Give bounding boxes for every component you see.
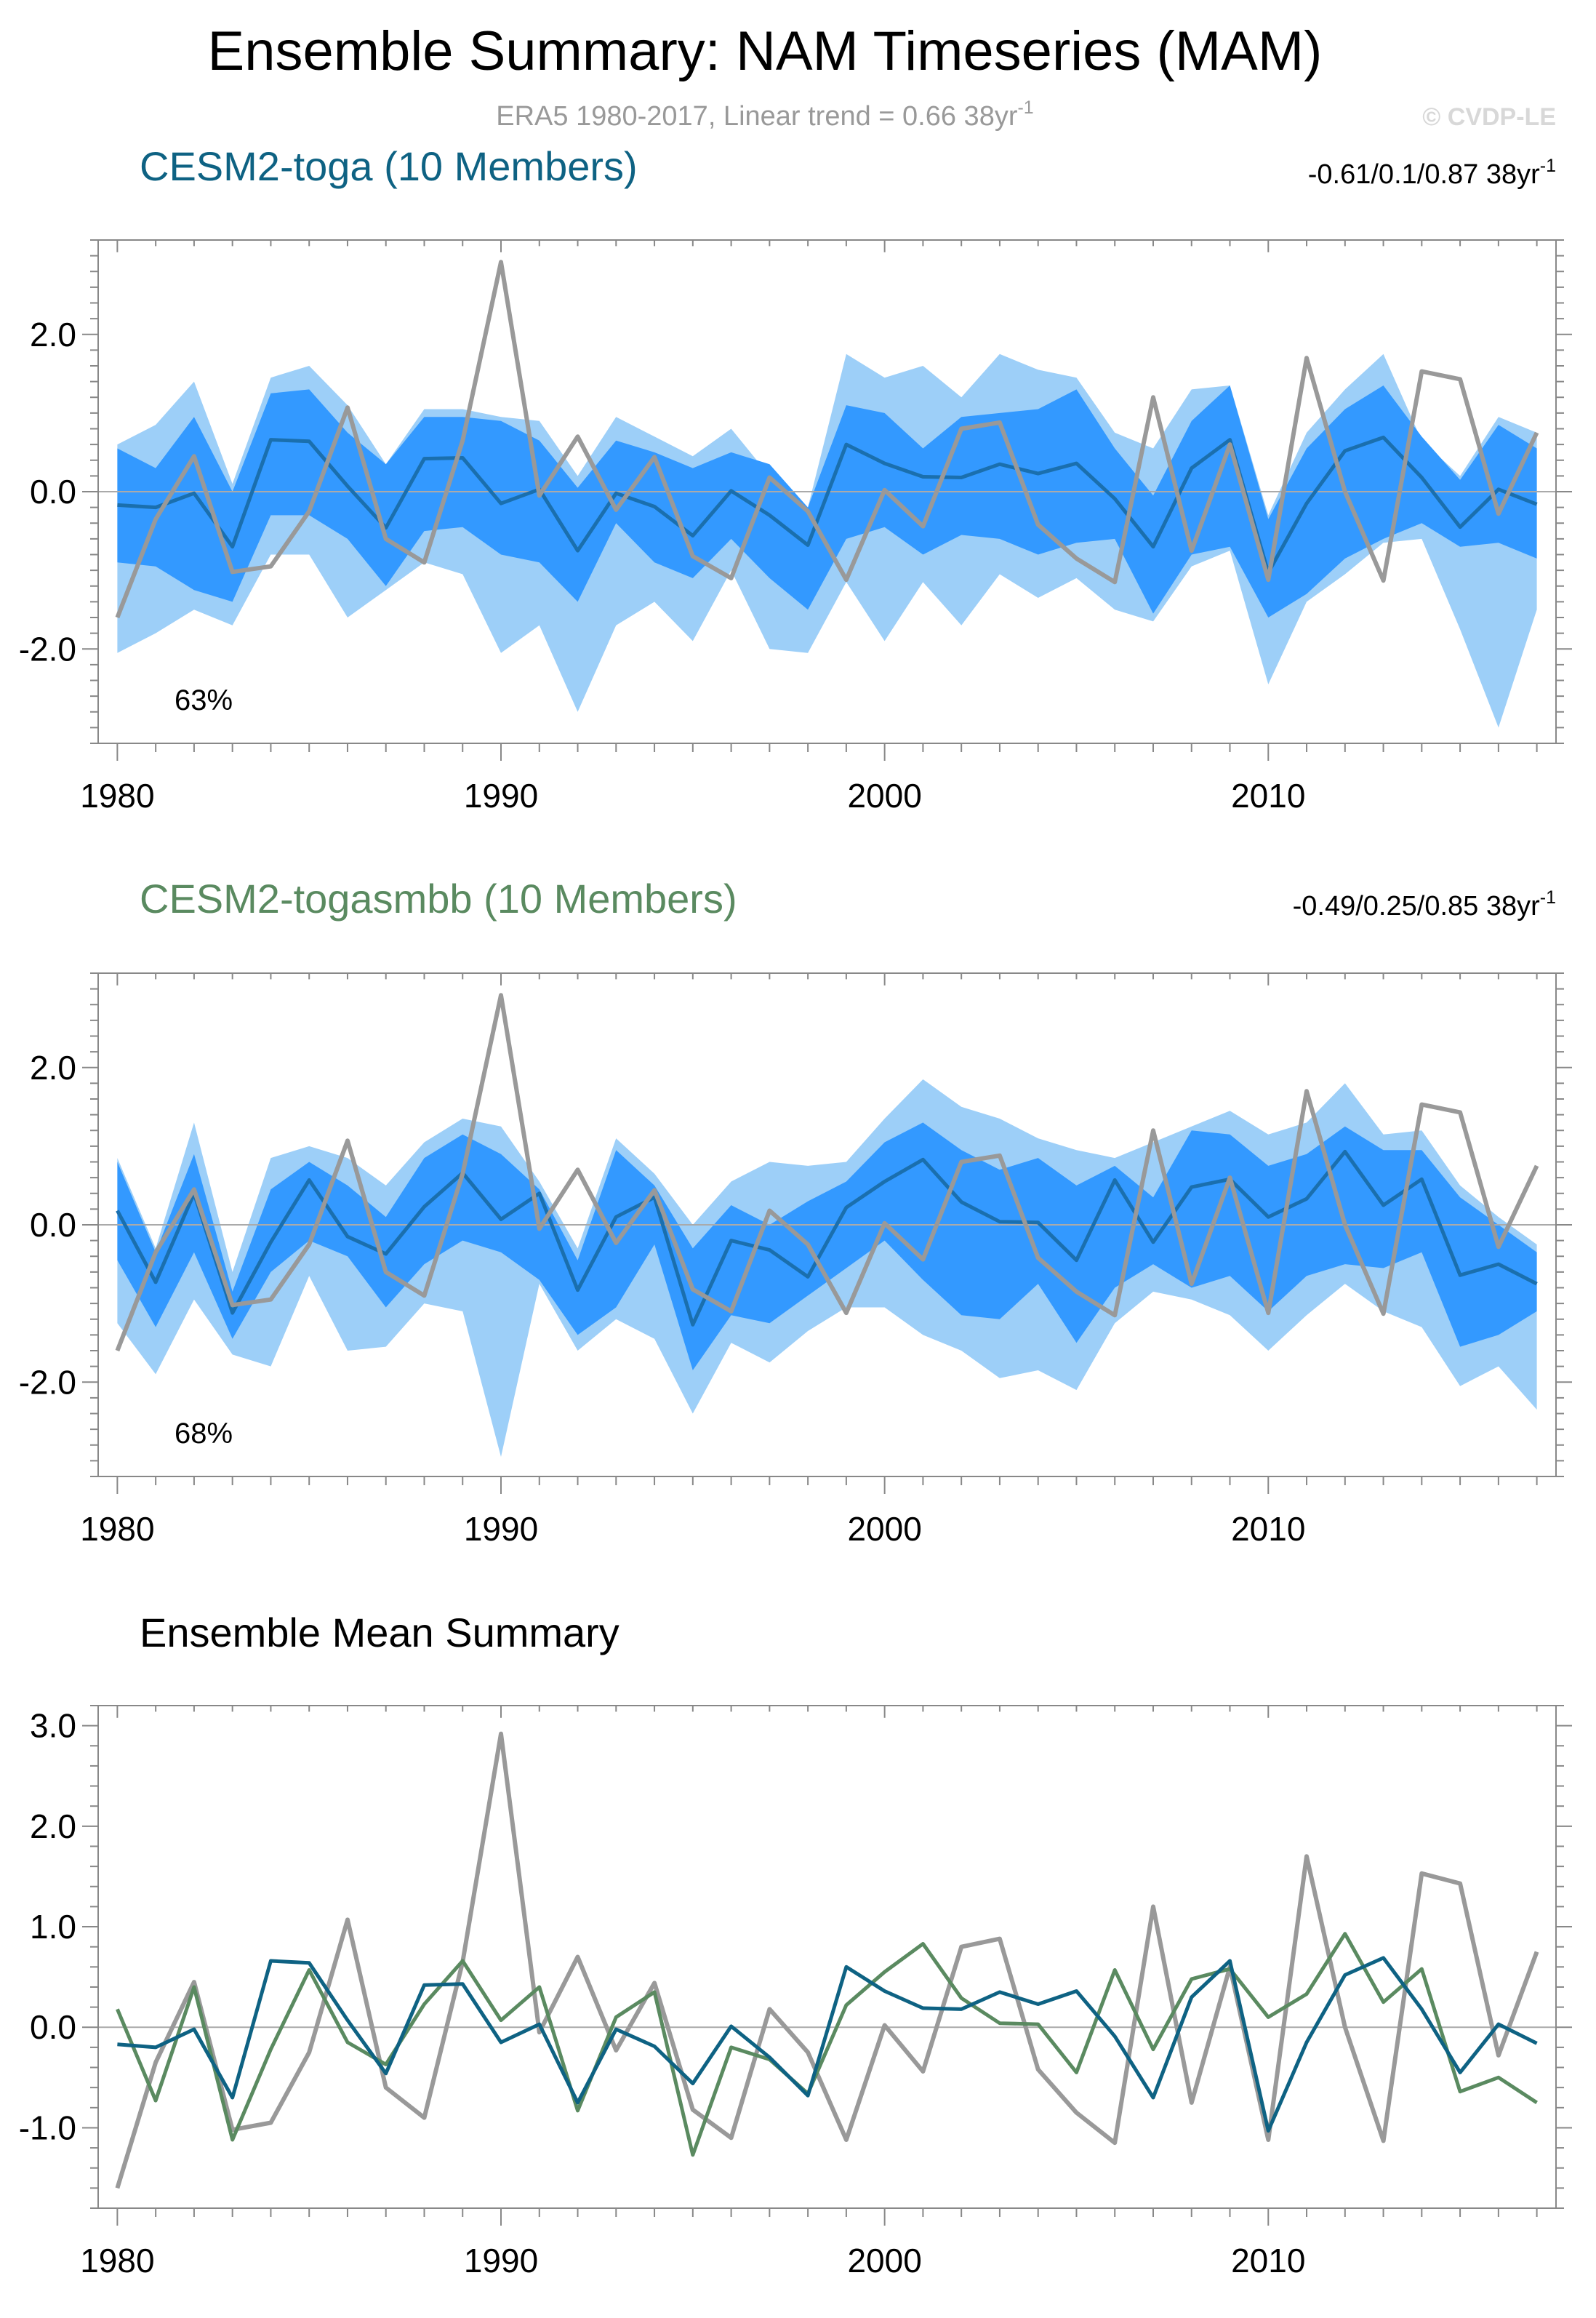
panel-toga-trend-text: -0.61/0.1/0.87 38yr bbox=[1308, 159, 1540, 190]
summary-y-tick-label: 0.0 bbox=[30, 2008, 76, 2046]
summary-y-tick-label: -1.0 bbox=[19, 2109, 76, 2146]
panel-summary-title: Ensemble Mean Summary bbox=[140, 1610, 619, 1655]
subtitle-text: ERA5 1980-2017, Linear trend = 0.66 38yr bbox=[496, 101, 1018, 132]
toga-plot-area bbox=[98, 260, 1556, 728]
watermark: © CVDP-LE bbox=[1422, 103, 1556, 131]
togasmbb-observed-line bbox=[115, 993, 1539, 1352]
toga-ensemble-mean-line bbox=[117, 435, 1538, 575]
toga-x-tick-label: 2010 bbox=[1231, 777, 1305, 815]
togasmbb-y-tick-label: 0.0 bbox=[30, 1206, 76, 1244]
togasmbb-x-tick-label: 2010 bbox=[1231, 1510, 1305, 1548]
panel-summary-plot: 1980 1990 2000 2010 -1.0 0.0 1.0 2.0 3.0 bbox=[19, 1705, 1572, 2279]
summary-frame bbox=[97, 1705, 1557, 2209]
panel-togasmbb-title: CESM2-togasmbb (10 Members) bbox=[140, 876, 737, 922]
panel-toga-percent: 63% bbox=[175, 684, 233, 716]
summary-series-obs-line bbox=[115, 1731, 1539, 2189]
togasmbb-y-tick-label: -2.0 bbox=[19, 1363, 76, 1401]
panel-togasmbb-percent: 68% bbox=[175, 1418, 233, 1450]
toga-x-tick-label: 2000 bbox=[847, 777, 921, 815]
toga-x-tick-label: 1980 bbox=[80, 777, 154, 815]
summary-series-togasmbb-line bbox=[116, 1932, 1538, 2157]
summary-y-tick-label: 1.0 bbox=[30, 1908, 76, 1946]
panel-toga-trend-sup: -1 bbox=[1540, 156, 1556, 176]
panel-togasmbb-plot: 1980 1990 2000 2010 -2.0 0.0 2.0 bbox=[19, 972, 1572, 1548]
togasmbb-x-tick-label: 1980 bbox=[80, 1510, 154, 1548]
summary-y-tick-label: 2.0 bbox=[30, 1807, 76, 1845]
panel-togasmbb-trend-sup: -1 bbox=[1540, 887, 1556, 908]
panel-togasmbb: CESM2-togasmbb (10 Members) -0.49/0.25/0… bbox=[19, 876, 1572, 1548]
summary-plot-area bbox=[98, 1731, 1556, 2189]
panel-toga-title: CESM2-toga (10 Members) bbox=[140, 143, 638, 189]
summary-x-tick-label: 2010 bbox=[1231, 2242, 1305, 2279]
summary-x-tick-label: 1990 bbox=[464, 2242, 538, 2279]
toga-y-tick-label: 0.0 bbox=[30, 473, 76, 511]
toga-inner-range-band bbox=[117, 385, 1537, 618]
summary-x-tick-label: 2000 bbox=[847, 2242, 921, 2279]
summary-series-toga-line bbox=[117, 1956, 1538, 2133]
toga-y-tick-label: 2.0 bbox=[30, 316, 76, 353]
togasmbb-y-tick-label: 2.0 bbox=[30, 1049, 76, 1087]
panel-toga-plot: 1980 1990 2000 2010 -2.0 0.0 2.0 bbox=[19, 239, 1572, 815]
toga-y-tick-label: -2.0 bbox=[19, 630, 76, 668]
figure-title: Ensemble Summary: NAM Timeseries (MAM) bbox=[208, 20, 1323, 82]
subtitle-sup: -1 bbox=[1017, 97, 1033, 118]
toga-observed-line bbox=[115, 260, 1539, 619]
panel-togasmbb-trend: -0.49/0.25/0.85 38yr-1 bbox=[1293, 887, 1556, 922]
togasmbb-plot-area bbox=[98, 993, 1556, 1457]
summary-y-tick-label: 3.0 bbox=[30, 1707, 76, 1745]
togasmbb-x-tick-label: 1990 bbox=[464, 1510, 538, 1548]
toga-x-tick-label: 1990 bbox=[464, 777, 538, 815]
togasmbb-x-tick-label: 2000 bbox=[847, 1510, 921, 1548]
panel-summary: Ensemble Mean Summary 1980 1990 2000 2010 -1… bbox=[19, 1610, 1572, 2279]
figure-subtitle: ERA5 1980-2017, Linear trend = 0.66 38yr… bbox=[496, 97, 1033, 132]
panel-toga-trend: -0.61/0.1/0.87 38yr-1 bbox=[1308, 156, 1556, 190]
panel-toga: CESM2-toga (10 Members) -0.61/0.1/0.87 3… bbox=[19, 143, 1572, 815]
togasmbb-ensemble-mean-line bbox=[116, 1149, 1538, 1327]
summary-x-tick-label: 1980 bbox=[80, 2242, 154, 2279]
panel-togasmbb-trend-text: -0.49/0.25/0.85 38yr bbox=[1293, 891, 1540, 922]
